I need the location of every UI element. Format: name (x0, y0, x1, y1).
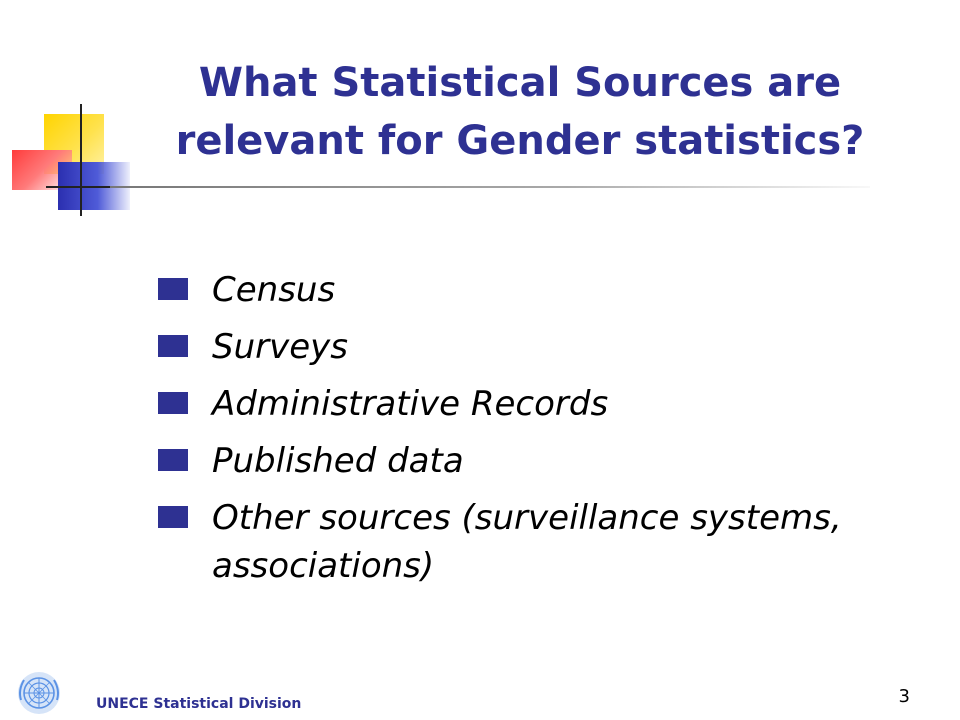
bullet-list: Census Surveys Administrative Records Pu… (158, 266, 938, 599)
page-number: 3 (898, 686, 910, 707)
horizontal-rule (46, 186, 136, 188)
square-bullet-icon (158, 278, 188, 300)
square-bullet-icon (158, 335, 188, 357)
vertical-rule (80, 104, 82, 216)
bullet-text: Administrative Records (212, 384, 609, 424)
title-underline (110, 186, 870, 188)
bullet-item: Surveys (158, 323, 938, 371)
bullet-text: Other sources (surveillance systems, ass… (212, 498, 842, 586)
footer-organization: UNECE Statistical Division (96, 696, 302, 712)
slide-title: What Statistical Sources are relevant fo… (175, 60, 865, 164)
square-bullet-icon (158, 449, 188, 471)
bullet-item: Published data (158, 437, 938, 485)
bullet-item: Other sources (surveillance systems, ass… (158, 494, 938, 590)
bullet-text: Published data (212, 441, 464, 481)
square-bullet-icon (158, 392, 188, 414)
bullet-item: Administrative Records (158, 380, 938, 428)
bullet-item: Census (158, 266, 938, 314)
bullet-text: Census (212, 270, 336, 310)
square-bullet-icon (158, 506, 188, 528)
un-emblem-icon (18, 672, 60, 714)
bullet-text: Surveys (212, 327, 348, 367)
